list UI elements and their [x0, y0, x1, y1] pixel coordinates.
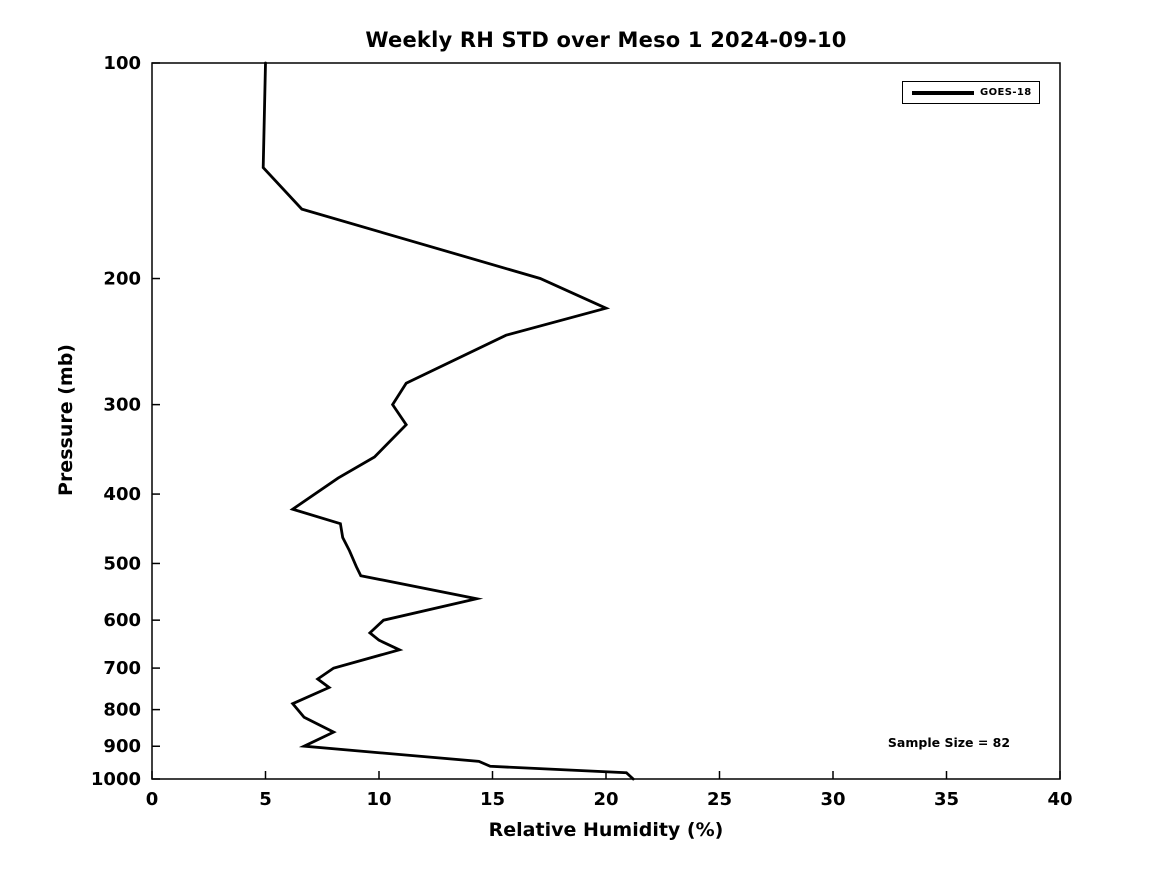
x-tick-label: 35: [934, 789, 959, 810]
x-tick-label: 25: [707, 789, 732, 810]
legend: GOES-18: [902, 81, 1040, 104]
x-tick-label: 20: [593, 789, 618, 810]
y-tick-label: 400: [103, 484, 141, 505]
x-tick-label: 5: [259, 789, 272, 810]
rh-std-profile-line: [261, 61, 635, 781]
legend-label-goes18: GOES-18: [980, 87, 1032, 98]
y-tick-label: 800: [103, 700, 141, 721]
y-tick-label: 700: [103, 658, 141, 679]
axes-box: [151, 62, 1061, 780]
x-axis-label: Relative Humidity (%): [488, 819, 724, 841]
legend-line-sample-icon: [912, 90, 974, 95]
y-tick-label: 100: [103, 53, 141, 74]
x-tick-label: 30: [820, 789, 845, 810]
x-tick-label: 40: [1047, 789, 1072, 810]
x-tick-label: 0: [146, 789, 159, 810]
y-tick-label: 200: [103, 269, 141, 290]
y-tick-label: 900: [103, 736, 141, 757]
x-tick-label: 15: [480, 789, 505, 810]
y-tick-label: 500: [103, 553, 141, 574]
y-axis-label: Pressure (mb): [55, 344, 77, 496]
y-tick-label: 300: [103, 395, 141, 416]
x-tick-label: 10: [366, 789, 391, 810]
chart-title: Weekly RH STD over Meso 1 2024-09-10: [365, 28, 847, 52]
sample-size-annotation: Sample Size = 82: [887, 735, 1011, 750]
y-tick-label: 1000: [91, 769, 141, 790]
y-tick-label: 600: [103, 610, 141, 631]
